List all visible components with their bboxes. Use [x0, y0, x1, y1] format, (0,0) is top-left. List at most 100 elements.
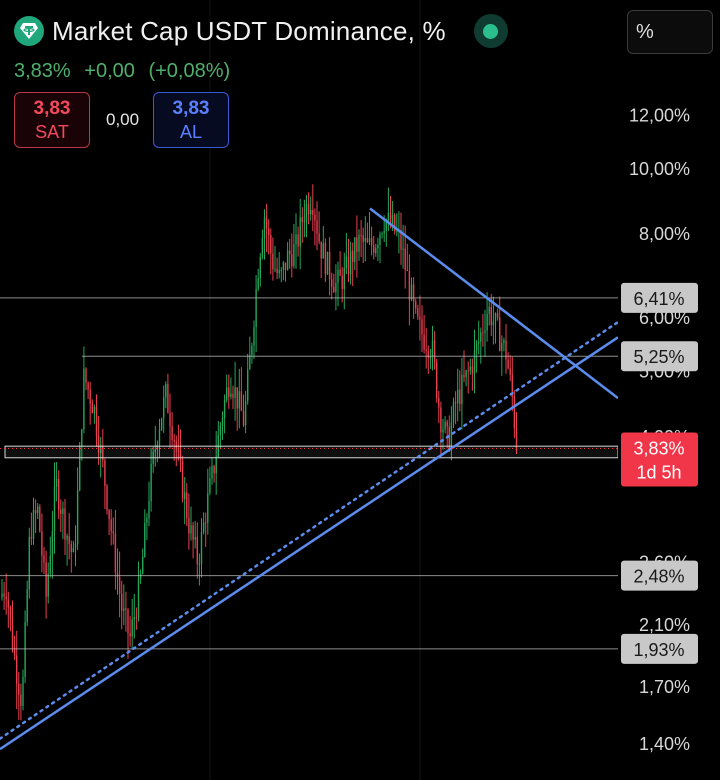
candle-body: [488, 306, 490, 314]
candle: [347, 238, 350, 283]
candle: [278, 252, 280, 279]
candle-body: [175, 441, 177, 450]
candle: [215, 431, 217, 495]
candle-body: [118, 576, 121, 594]
candle: [335, 264, 337, 311]
candle: [104, 458, 106, 509]
candle-body: [387, 212, 390, 221]
candle: [234, 361, 236, 421]
candle-body: [335, 282, 337, 293]
candle-body: [76, 490, 79, 545]
candle: [480, 327, 482, 364]
candle-body: [133, 617, 135, 620]
candle-body: [490, 306, 492, 326]
candle-body: [171, 426, 173, 440]
candle: [232, 385, 234, 410]
candle-body: [322, 243, 324, 259]
candle-body: [282, 262, 285, 270]
candle-body: [238, 391, 240, 409]
candle: [515, 412, 518, 454]
candle-body: [345, 256, 348, 268]
scale-percent-button[interactable]: %: [627, 10, 713, 54]
candle-body: [509, 368, 511, 375]
candle-body: [410, 284, 413, 300]
candle-body: [169, 412, 171, 427]
candle-body: [177, 449, 180, 451]
price-tag: 1,93%: [621, 633, 698, 664]
candle: [135, 607, 138, 630]
candle: [93, 404, 96, 424]
candle: [53, 462, 56, 554]
candle: [364, 216, 366, 262]
candle-body: [446, 421, 448, 427]
candle: [297, 226, 299, 257]
market-status-icon[interactable]: [473, 14, 508, 48]
candle-body: [127, 609, 129, 634]
candle-body: [324, 243, 327, 275]
candle-body: [68, 535, 70, 544]
candle: [70, 540, 72, 573]
candle-body: [230, 393, 232, 397]
candle-body: [419, 316, 421, 320]
candle-body: [79, 446, 81, 491]
candle: [381, 231, 383, 239]
candle: [116, 548, 119, 595]
candle-body: [146, 518, 148, 523]
candle: [181, 455, 184, 503]
candle-body: [72, 547, 75, 552]
candle: [45, 550, 47, 619]
candle-body: [22, 676, 24, 706]
candle-body: [60, 509, 62, 514]
candle-body: [429, 356, 432, 358]
candle-body: [280, 269, 282, 271]
candle-body: [167, 384, 169, 413]
candle: [190, 506, 192, 541]
candle: [396, 213, 398, 237]
last-price-tag: 3,83% 1d 5h: [621, 432, 698, 487]
y-tick-label: 6,00%: [639, 308, 690, 328]
candle: [303, 199, 306, 238]
candle: [433, 331, 436, 370]
candle-body: [53, 486, 56, 532]
candle-body: [196, 537, 198, 564]
candle: [79, 441, 81, 492]
candle-body: [268, 228, 270, 236]
candle: [62, 501, 64, 540]
price-axis: 12,00%10,00%8,00%6,00%5,00%4,00%3,60%2,6…: [618, 0, 720, 780]
candle: [459, 370, 461, 412]
candle-body: [163, 397, 165, 419]
candle: [150, 448, 152, 512]
bar-countdown-label: 1d 5h: [636, 462, 681, 482]
candle-body: [318, 233, 320, 242]
candle: [9, 605, 12, 632]
candle-body: [215, 456, 217, 474]
candle: [299, 198, 301, 270]
candle-body: [194, 537, 196, 540]
candle-body: [198, 563, 201, 565]
candle: [7, 591, 9, 628]
candle-body: [265, 217, 268, 229]
candle-body: [366, 238, 369, 243]
candle: [198, 553, 201, 586]
candle: [186, 483, 188, 527]
candle: [76, 467, 79, 551]
candle-body: [427, 350, 429, 358]
candle: [41, 513, 43, 573]
buy-button[interactable]: 3,83 AL: [153, 92, 229, 148]
candle-body: [32, 510, 35, 539]
candle: [158, 418, 161, 459]
candle-body: [226, 387, 228, 401]
candle: [68, 512, 70, 560]
candle-body: [478, 341, 480, 344]
candle: [354, 237, 356, 271]
candle-body: [62, 508, 64, 514]
candle-body: [34, 510, 37, 514]
candle-body: [11, 618, 14, 649]
sell-button[interactable]: 3,83 SAT: [14, 92, 90, 148]
y-tick-label: 1,40%: [639, 734, 690, 754]
candle-body: [412, 284, 415, 302]
candle: [387, 187, 390, 232]
candle: [64, 498, 66, 555]
candle: [444, 416, 446, 434]
